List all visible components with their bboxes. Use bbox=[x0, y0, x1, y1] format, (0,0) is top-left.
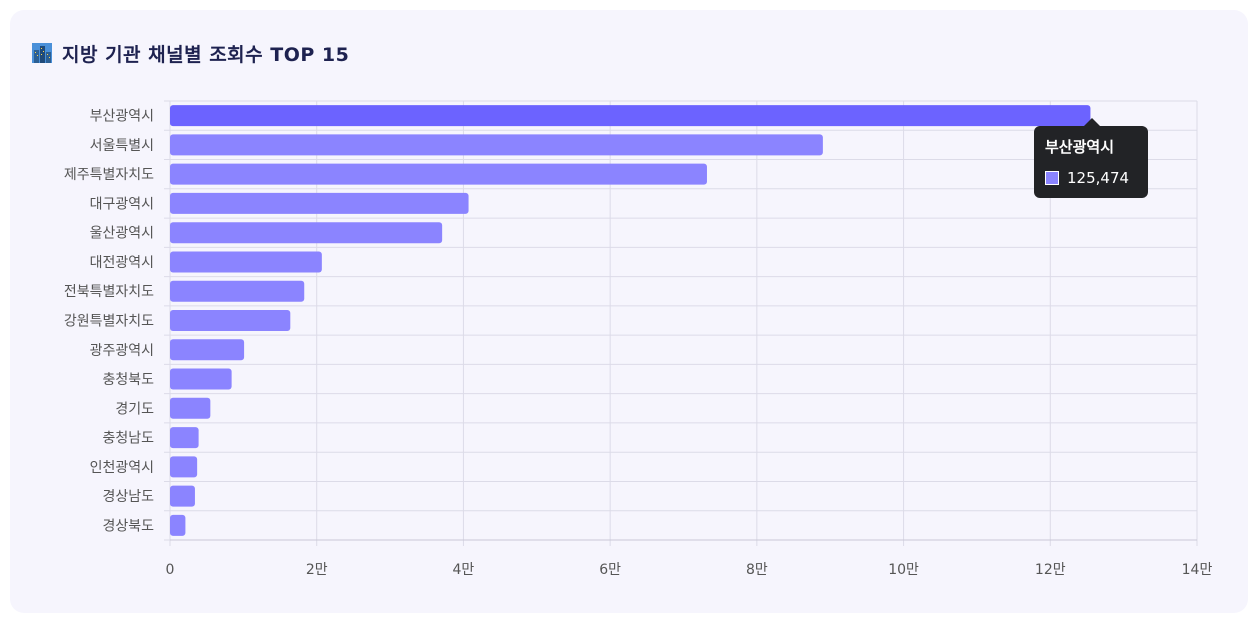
chart-title: 지방 기관 채널별 조회수 TOP 15 bbox=[62, 43, 350, 66]
y-tick-label: 충청남도 bbox=[102, 431, 154, 447]
x-tick-label: 8만 bbox=[746, 562, 768, 578]
y-tick-label: 강원특별자치도 bbox=[64, 314, 154, 330]
bar bbox=[170, 280, 305, 302]
bar bbox=[170, 105, 1091, 127]
tooltip-title: 부산광역시 bbox=[1045, 138, 1115, 156]
bar bbox=[170, 134, 823, 156]
y-tick-label: 경상남도 bbox=[102, 489, 154, 505]
y-tick-label: 경기도 bbox=[115, 401, 154, 417]
y-tick-label: 인천광역시 bbox=[90, 460, 154, 476]
city-icon bbox=[32, 43, 52, 63]
tooltip: 부산광역시 125,474 bbox=[1034, 118, 1148, 198]
bar bbox=[170, 427, 199, 449]
bar bbox=[170, 368, 232, 390]
x-tick-label: 4만 bbox=[453, 562, 475, 578]
x-tick-label: 6만 bbox=[599, 562, 621, 578]
bar bbox=[170, 514, 186, 536]
x-tick-label: 0 bbox=[166, 562, 175, 578]
y-tick-label: 충청북도 bbox=[102, 372, 154, 388]
tooltip-value: 125,474 bbox=[1067, 169, 1130, 187]
y-tick-label: 울산광역시 bbox=[90, 226, 154, 242]
y-tick-label: 전북특별자치도 bbox=[64, 284, 154, 300]
tooltip-row: 125,474 bbox=[1045, 169, 1129, 187]
y-tick-label: 대전광역시 bbox=[90, 255, 154, 271]
bar bbox=[170, 192, 469, 214]
bar bbox=[170, 222, 443, 244]
x-tick-label: 10만 bbox=[888, 562, 919, 578]
bar bbox=[170, 251, 322, 273]
y-tick-label: 경상북도 bbox=[102, 518, 154, 534]
y-tick-label: 광주광역시 bbox=[90, 343, 154, 359]
x-tick-label: 12만 bbox=[1035, 562, 1066, 578]
bar bbox=[170, 397, 211, 419]
bar bbox=[170, 339, 245, 361]
x-tick-label: 2만 bbox=[306, 562, 328, 578]
y-tick-label: 부산광역시 bbox=[90, 109, 154, 125]
tooltip-swatch bbox=[1045, 171, 1059, 185]
y-tick-label: 서울특별시 bbox=[90, 138, 154, 154]
bar bbox=[170, 310, 291, 331]
y-tick-label: 대구광역시 bbox=[90, 196, 154, 212]
y-tick-label: 제주특별자치도 bbox=[64, 167, 154, 183]
bar bbox=[170, 485, 195, 507]
x-tick-label: 14만 bbox=[1182, 562, 1213, 578]
bar bbox=[170, 163, 707, 185]
bar bbox=[170, 456, 198, 478]
title-row: 지방 기관 채널별 조회수 TOP 15 bbox=[32, 40, 349, 66]
